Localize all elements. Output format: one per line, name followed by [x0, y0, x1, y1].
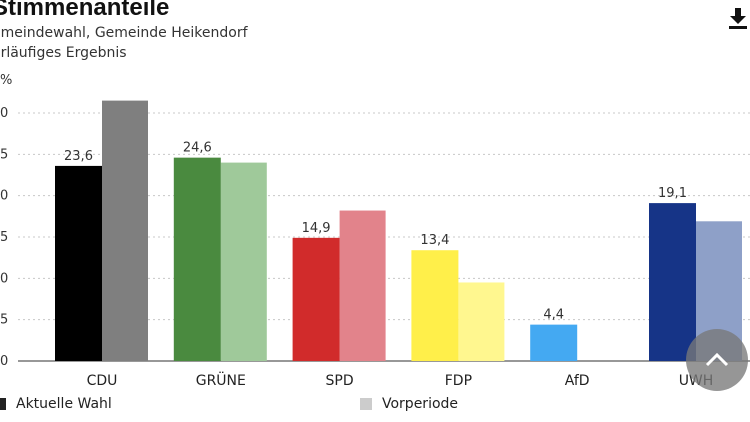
- bar-current-afd: [530, 324, 578, 361]
- data-label-afd: 4,4: [543, 308, 564, 323]
- data-label-uwh: 19,1: [658, 186, 687, 201]
- legend-previous[interactable]: Vorperiode: [360, 396, 458, 412]
- bar-previous-fdp: [458, 282, 505, 361]
- y-tick-label: 5: [0, 147, 8, 162]
- legend-label-current: Aktuelle Wahl: [16, 396, 112, 412]
- bar-previous-spd: [339, 210, 386, 361]
- y-axis-unit-label: %: [0, 73, 12, 88]
- data-label-spd: 14,9: [302, 221, 331, 236]
- x-tick-label-spd: SPD: [326, 373, 354, 389]
- legend-label-previous: Vorperiode: [382, 396, 459, 412]
- bar-current-spd: [292, 237, 340, 361]
- x-tick-label-cdu: CDU: [87, 373, 118, 389]
- legend-swatch-previous: [360, 398, 372, 410]
- bar-previous-cdu: [102, 100, 148, 361]
- bar-current-fdp: [411, 250, 459, 361]
- chart-title: Stimmenanteile: [0, 0, 170, 21]
- bar-current-uwh: [649, 203, 696, 361]
- bar-current-grüne: [173, 157, 221, 361]
- y-tick-label: 0: [0, 354, 8, 369]
- scroll-to-top-button[interactable]: [686, 329, 748, 391]
- chevron-up-icon: [705, 352, 729, 367]
- bar-current-cdu: [55, 165, 102, 361]
- y-tick-label: 0: [0, 189, 8, 204]
- y-tick-label: 0: [0, 271, 8, 286]
- download-icon[interactable]: [725, 5, 750, 31]
- data-label-fdp: 13,4: [420, 233, 449, 248]
- y-tick-label: 5: [0, 313, 8, 328]
- data-label-grüne: 24,6: [183, 141, 212, 156]
- y-tick-label: 5: [0, 230, 8, 245]
- bar-previous-grüne: [220, 162, 267, 361]
- x-tick-label-grüne: GRÜNE: [196, 371, 246, 389]
- data-label-cdu: 23,6: [64, 149, 93, 164]
- chart-subtitle: emeindewahl, Gemeinde Heikendorf: [0, 25, 248, 41]
- chart-subtitle-result: orläufiges Ergebnis: [0, 45, 127, 61]
- x-tick-label-afd: AfD: [565, 373, 590, 389]
- y-tick-label: 0: [0, 106, 8, 121]
- x-tick-label-fdp: FDP: [445, 373, 472, 389]
- legend-swatch-current: [0, 398, 6, 410]
- legend-current[interactable]: Aktuelle Wahl: [0, 396, 112, 412]
